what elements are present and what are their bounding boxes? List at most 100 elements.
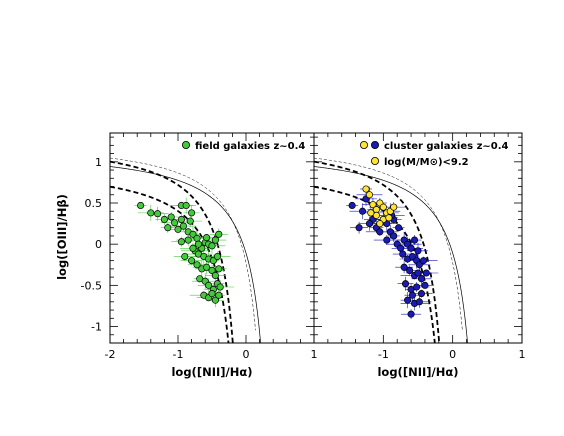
data-point [205,281,213,289]
legend-marker-cluster-yellow [359,140,368,149]
legend-label-lowmass: log(M/M⊙)<9.2 [384,157,469,168]
data-point [188,257,196,265]
y-axis-label: log([OIII]/Hβ) [55,194,69,280]
data-point [400,263,408,271]
data-point [154,210,162,218]
data-point [410,236,419,244]
curve-upper-thin [110,157,256,331]
data-point [215,230,223,238]
data-point [414,269,422,277]
panel-cluster-legend: cluster galaxies z~0.4 log(M/M⊙)<9.2 [359,140,509,168]
data-point [390,232,398,240]
x-tick-label: 1 [519,348,526,361]
data-point [390,203,398,211]
data-point [385,214,393,222]
data-point [408,252,417,261]
curve-maximum-starburst [314,166,468,343]
data-point [211,271,219,280]
data-point [376,228,384,236]
data-point [216,283,224,291]
data-point [208,242,216,250]
data-point [358,207,367,215]
data-point [215,291,223,299]
data-point [417,290,426,298]
panel-field-legend: field galaxies z~0.4 [181,140,305,152]
data-point [376,220,384,228]
data-point [160,215,168,224]
data-point [186,217,194,225]
panel-field-curves [110,157,261,343]
data-point [419,257,428,265]
data-point [188,209,196,217]
data-point [408,291,417,299]
x-tick-label: -1 [378,348,389,361]
legend-marker-field [181,140,190,149]
data-point [203,263,211,271]
data-point [365,220,374,228]
legend-marker-lowmass [370,156,379,165]
legend-label-cluster: cluster galaxies z~0.4 [384,141,509,152]
x-axis-label-field: log([NII]/Hα) [171,365,252,379]
data-point [211,236,219,244]
x-tick-label: 1 [311,348,318,361]
data-point [181,252,189,261]
data-point [422,269,430,277]
x-axis-label-cluster: log([NII]/Hα) [377,365,458,379]
data-point [177,238,185,246]
data-point [407,310,415,318]
data-point [177,215,185,224]
data-point [417,275,426,283]
panel-field-ticks: -2 -1 0 1 -1 -0.5 0 0.5 1 [81,133,318,361]
data-point [193,261,201,269]
data-point [383,236,391,244]
legend-marker-cluster-blue [370,140,379,149]
panel-cluster: -1 0 1 cluster galaxies z~0.4 log(M/M⊙)<9.… [313,133,526,379]
data-point [208,290,216,298]
data-point [167,213,175,221]
data-point [413,283,421,291]
y-tick-label: 0 [95,238,102,251]
data-point [421,281,429,289]
data-point [211,296,219,304]
data-point [174,225,182,233]
panel-cluster-points [348,185,430,318]
x-tick-label: -2 [105,348,116,361]
data-point [189,244,197,252]
data-point [193,234,201,242]
curve-upper-thin [314,157,463,331]
data-point [367,209,375,217]
curve-empirical-starforming [110,160,234,343]
data-point [414,247,422,255]
legend-label-field: field galaxies z~0.4 [195,141,305,152]
data-point [369,201,377,209]
data-point [401,280,410,288]
data-point [171,219,179,227]
data-point [182,201,190,210]
data-point [164,224,172,232]
panel-cluster-curves [314,157,468,343]
y-tick-label: -0.5 [81,279,102,292]
data-point [379,203,387,211]
data-point [406,266,414,275]
y-tick-label: 0.5 [85,197,103,210]
curve-empirical-starforming [314,160,441,343]
curve-maximum-starburst [110,166,261,343]
data-point [415,261,423,269]
data-point [404,296,412,304]
x-tick-label: 0 [449,348,456,361]
data-point [215,265,223,273]
data-point [213,252,221,261]
y-tick-label: -1 [91,321,102,334]
y-tick-label: 1 [95,156,102,169]
data-point [203,234,211,242]
panel-field: -2 -1 0 1 -1 -0.5 0 0.5 1 field galaxies z~0.4 l… [55,133,318,379]
panel-cluster-frame [313,132,523,344]
data-point [395,224,403,232]
data-point [348,201,356,210]
x-tick-label: 0 [243,348,250,361]
curve-lower-demarcation [110,185,230,343]
data-point [399,250,407,258]
data-point [184,236,192,244]
data-point [194,240,202,248]
